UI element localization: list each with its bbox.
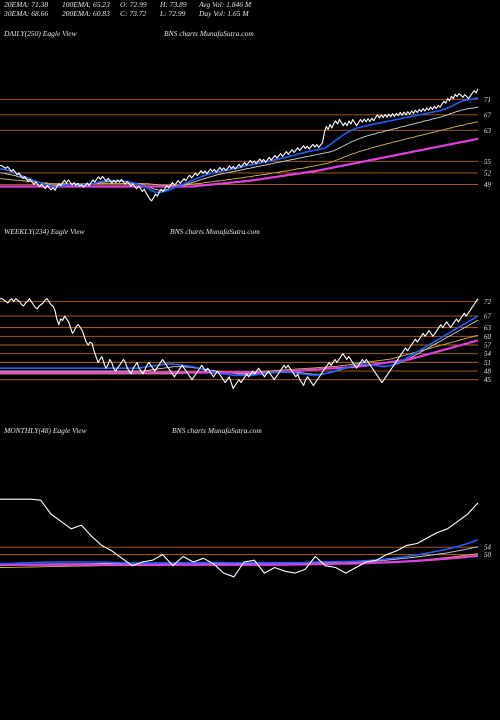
monthly-watermark: BNS charts MunafaSutra.com	[172, 426, 262, 435]
monthly-ema200-line	[0, 554, 479, 566]
weekly-ema20-line	[0, 315, 479, 377]
weekly-price-tick: 72	[484, 298, 492, 306]
stat-ema30: 30EMA: 68.66	[3, 9, 48, 18]
weekly-price-tick: 54	[484, 350, 492, 358]
daily-price-tick: 49	[484, 181, 492, 189]
weekly-price-tick: 60	[484, 333, 492, 341]
daily-price-tick: 52	[484, 169, 492, 177]
weekly-price-line	[0, 298, 479, 389]
stat-day-vol: Day Vol: 1.65 M	[198, 9, 249, 18]
monthly-price-tick: 54	[484, 544, 492, 552]
monthly-panel-title: MONTHLY(48) Eagle View	[3, 426, 87, 435]
stat-ema200: 200EMA: 60.83	[62, 9, 110, 18]
stat-ema100: 100EMA: 65.23	[62, 0, 110, 9]
weekly-price-tick: 48	[484, 368, 492, 376]
monthly-price-tick: 50	[484, 551, 492, 559]
daily-price-tick: 71	[484, 96, 491, 104]
daily-watermark: BNS charts MunafaSutra.com	[164, 29, 254, 38]
stat-avg-vol: Avg Vol: 1.846 M	[198, 0, 252, 9]
weekly-ema30-line	[0, 319, 479, 375]
weekly-price-tick: 67	[484, 313, 492, 321]
daily-ema20-line	[0, 97, 479, 194]
weekly-price-tick: 57	[484, 342, 492, 350]
monthly-price-line	[0, 498, 479, 578]
stat-low: L: 72.99	[159, 9, 186, 18]
weekly-watermark: BNS charts MunafaSutra.com	[170, 227, 260, 236]
monthly-ema20-line	[0, 539, 479, 565]
header-stats: 20EMA: 71.38 100EMA: 65.23 O: 72.99 H: 7…	[3, 0, 252, 18]
daily-price-line	[0, 88, 479, 202]
daily-panel: 71 67 63 55 52 49	[0, 88, 492, 202]
stat-close: C: 73.72	[120, 9, 147, 18]
stat-ema20: 20EMA: 71.38	[4, 0, 48, 9]
weekly-ema200-line	[0, 339, 479, 374]
weekly-price-tick: 45	[484, 376, 492, 384]
daily-price-tick: 63	[484, 127, 492, 135]
weekly-panel-title: WEEKLY(234) Eagle View	[4, 227, 85, 236]
stat-high: H: 73.89	[159, 0, 187, 9]
stat-open: O: 72.99	[120, 0, 147, 9]
daily-panel-title: DAILY(250) Eagle View	[3, 29, 77, 38]
daily-price-tick: 55	[484, 158, 492, 166]
weekly-price-tick: 63	[484, 324, 492, 332]
weekly-price-tick: 51	[484, 359, 491, 367]
daily-price-tick: 67	[484, 111, 492, 119]
